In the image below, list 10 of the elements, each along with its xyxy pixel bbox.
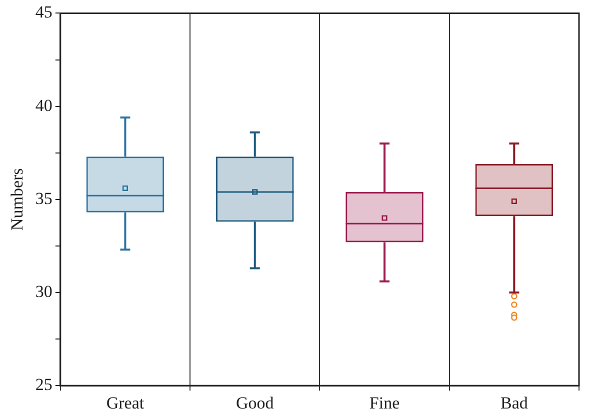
y-tick-label: 25 [35,375,52,394]
y-tick-label: 45 [35,2,52,22]
x-tick-label: Bad [500,393,528,412]
x-tick-label: Great [106,393,144,412]
x-tick-label: Good [236,393,274,412]
y-tick-label: 40 [35,96,52,115]
y-tick-label: 35 [35,188,52,208]
y-tick-label: 30 [35,282,52,301]
y-axis-title: Numbers [8,168,27,231]
x-tick-label: Fine [369,393,400,412]
